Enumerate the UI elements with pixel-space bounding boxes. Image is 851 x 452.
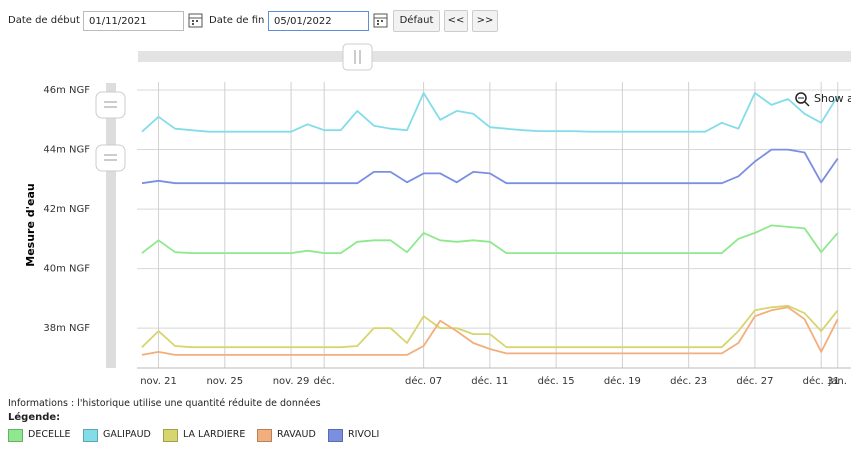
x-tick-label: déc. 31 <box>803 375 840 387</box>
legend-label[interactable]: DECELLE <box>28 429 71 440</box>
vertical-slider-handle[interactable] <box>95 144 126 172</box>
series-line <box>141 224 839 254</box>
y-tick-label: 44m NGF <box>43 145 90 156</box>
legend-swatch[interactable] <box>163 429 178 442</box>
start-label: Date de début : <box>8 15 87 26</box>
legend-label[interactable]: LA LARDIERE <box>183 429 246 440</box>
legend-label[interactable]: RAVAUD <box>277 429 316 440</box>
start-date-input[interactable]: 01/11/2021 <box>83 11 184 31</box>
x-tick-label: jan. <box>828 376 847 387</box>
x-tick-label: déc. 11 <box>471 375 508 387</box>
zoom-button[interactable]: Show all <box>814 92 851 105</box>
legend-swatch[interactable] <box>83 429 98 442</box>
legend: DECELLE GALIPAUD LA LARDIERE RAVAUD RIVOLI <box>8 429 848 445</box>
y-axis-label: Mesure d'eau <box>24 183 37 266</box>
range-slider-handle[interactable] <box>342 43 373 71</box>
end-date-input[interactable]: 05/01/2022 <box>268 11 369 31</box>
zoom-icon <box>795 92 807 104</box>
y-tick-label: 46m NGF <box>43 85 90 96</box>
legend-swatch[interactable] <box>257 429 272 442</box>
x-tick-label: déc. 19 <box>604 375 641 387</box>
y-tick-label: 42m NGF <box>43 204 90 215</box>
range-slider-track <box>138 51 851 62</box>
zoom-icon <box>804 101 810 107</box>
next-button[interactable]: >> <box>472 10 498 32</box>
legend-title: Légende: <box>8 412 61 423</box>
legend-label[interactable]: RIVOLI <box>348 429 380 440</box>
series-line <box>141 148 839 185</box>
x-tick-label: déc. 27 <box>736 375 773 387</box>
calendar-icon[interactable] <box>372 11 390 31</box>
zoom-reset[interactable]: Show all <box>795 92 851 107</box>
vertical-slider-handle[interactable] <box>95 91 126 119</box>
info-text: Informations : l'historique utilise une … <box>8 398 321 409</box>
legend-swatch[interactable] <box>8 429 23 442</box>
chart: Mesure d'eau 38m NGF 40m NGF 42m NGF 44m NG… <box>24 43 851 387</box>
calendar-icon[interactable] <box>187 11 205 31</box>
end-label: Date de fin : <box>209 15 271 26</box>
series-line <box>141 92 839 133</box>
x-tick-label: nov. 21 <box>140 376 177 387</box>
y-tick-label: 38m NGF <box>43 323 90 334</box>
x-tick-label: déc. 07 <box>405 375 442 387</box>
y-tick-label: 40m NGF <box>43 264 90 275</box>
x-tick-label: nov. 25 <box>206 376 243 387</box>
x-tick-label: déc. <box>314 375 335 387</box>
x-tick-label: déc. 15 <box>538 375 575 387</box>
x-tick-label: nov. 29 <box>273 376 310 387</box>
vertical-slider-track <box>106 83 116 368</box>
series-line <box>141 304 839 349</box>
series-line <box>141 306 839 356</box>
x-tick-label: déc. 23 <box>670 375 707 387</box>
prev-button[interactable]: << <box>444 10 468 32</box>
default-button[interactable]: Défaut <box>393 10 440 32</box>
legend-swatch[interactable] <box>328 429 343 442</box>
legend-label[interactable]: GALIPAUD <box>103 429 151 440</box>
